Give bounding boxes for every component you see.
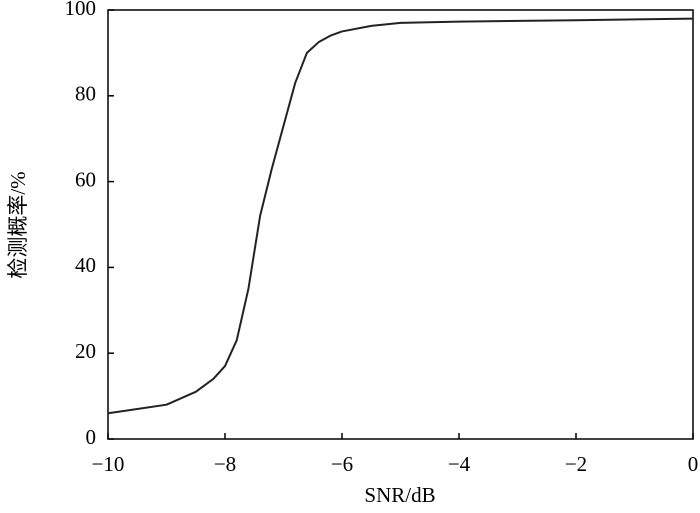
y-tick-label: 40 [75,253,96,277]
y-tick-label: 60 [75,167,96,191]
y-axis-title: 检测概率/% [6,171,30,278]
y-tick-label: 100 [65,0,97,20]
y-tick-label: 20 [75,339,96,363]
x-tick-label: −2 [565,452,587,476]
plot-frame [107,9,694,440]
x-tick-label: −6 [331,452,353,476]
x-tick-label: −8 [214,452,236,476]
y-tick-label: 0 [86,425,97,449]
x-tick-label: −10 [92,452,125,476]
y-tick-label: 80 [75,82,96,106]
x-axis-title: SNR/dB [364,483,435,507]
x-tick-label: −4 [448,452,471,476]
x-tick-label: 0 [688,452,699,476]
data-line [107,17,694,415]
